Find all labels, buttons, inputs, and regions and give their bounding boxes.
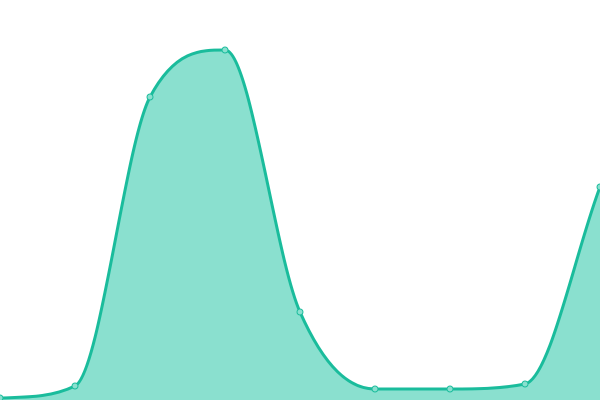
data-point-1 bbox=[71, 382, 79, 390]
series-area bbox=[0, 50, 600, 400]
markers bbox=[0, 46, 600, 400]
data-point-7 bbox=[521, 380, 529, 388]
data-point-4 bbox=[296, 308, 304, 316]
data-point-6 bbox=[446, 385, 454, 393]
data-point-2 bbox=[146, 93, 154, 101]
data-point-5 bbox=[371, 385, 379, 393]
data-point-3 bbox=[221, 46, 229, 54]
data-point-8 bbox=[596, 183, 600, 191]
data-point-0 bbox=[0, 394, 4, 400]
series-line bbox=[0, 48, 600, 400]
